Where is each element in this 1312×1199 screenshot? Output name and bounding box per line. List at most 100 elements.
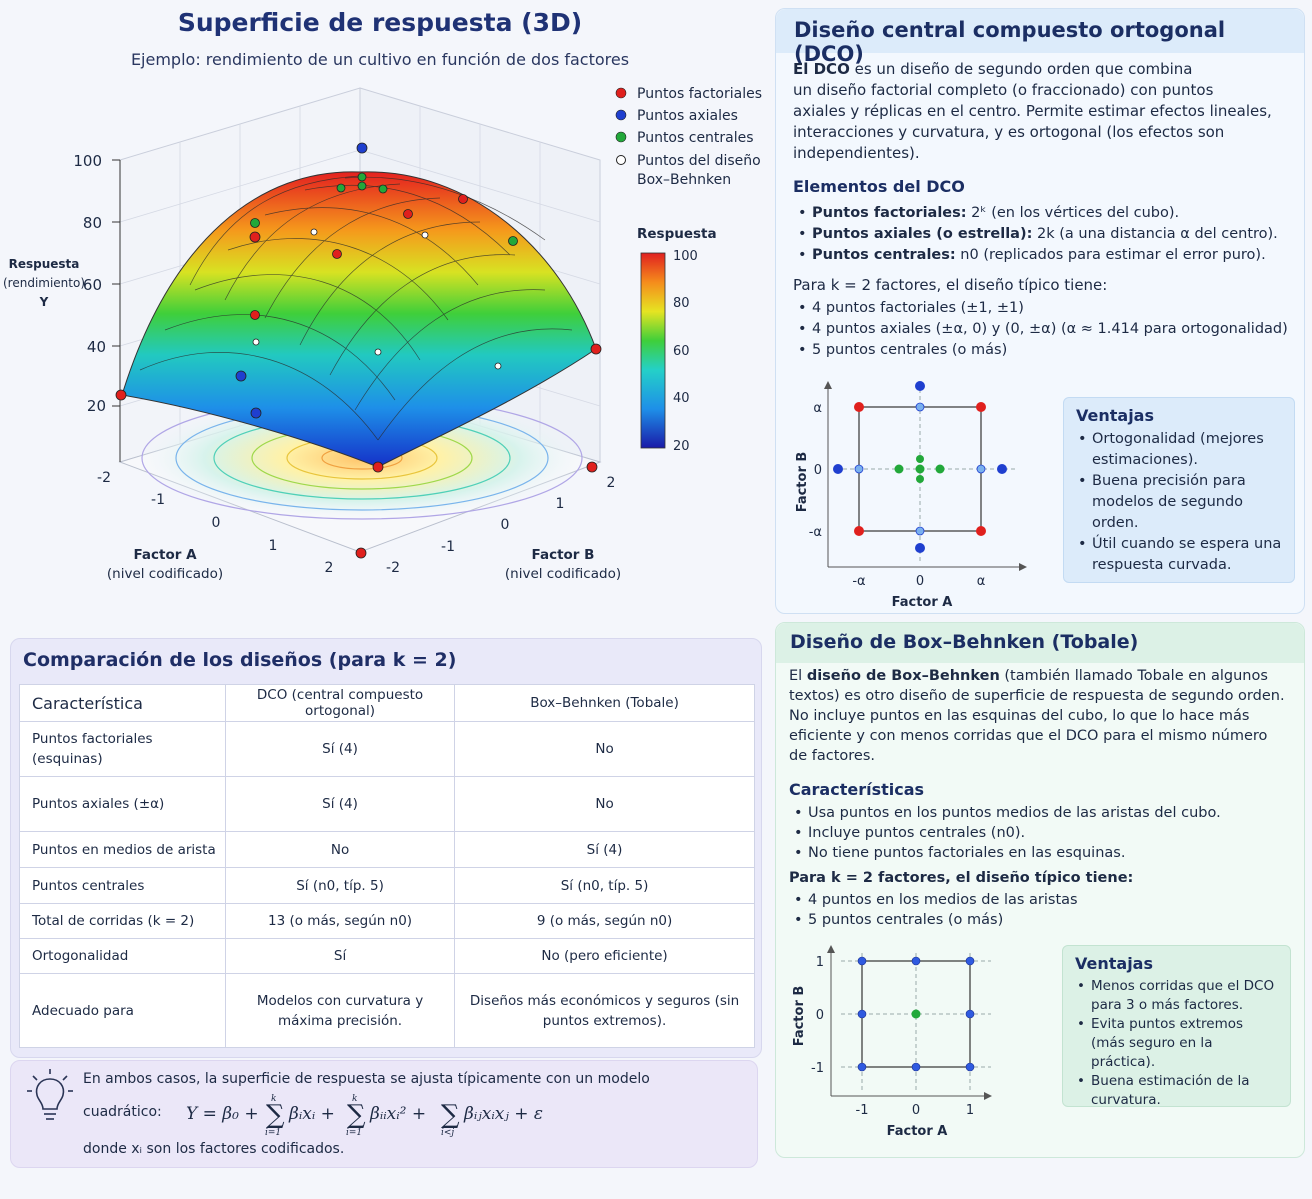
- legend-factorial: Puntos factoriales: [637, 86, 762, 102]
- svg-text:k: k: [271, 1094, 276, 1104]
- svg-text:βᵢᵢxᵢ² +: βᵢᵢxᵢ² +: [369, 1104, 426, 1124]
- table-row: Total de corridas (k = 2) 13 (o más, segú…: [19, 903, 755, 939]
- factor-b-label: Factor B: [532, 547, 595, 563]
- dco-advantages-list: Ortogonalidad (mejores estimaciones). Bu…: [1076, 429, 1282, 576]
- bb-y-tick-0: 0: [816, 1008, 824, 1023]
- svg-text:βᵢⱼxᵢxⱼ + ε: βᵢⱼxᵢxⱼ + ε: [463, 1104, 543, 1124]
- b-tick-2: 1: [556, 496, 565, 512]
- note-line-3: donde xᵢ son los factores codificados.: [83, 1141, 345, 1157]
- axial-point: [356, 142, 368, 154]
- central-point: [357, 172, 367, 182]
- note-line-1: En ambos casos, la superficie de respues…: [83, 1071, 650, 1087]
- dco-advantages-box: Ventajas Ortogonalidad (mejores estimaci…: [1063, 397, 1295, 583]
- quadratic-model-formula: Y = β₀ + ∑ k i=1 βᵢxᵢ + ∑ k i=1 βᵢᵢxᵢ² +…: [186, 1094, 543, 1138]
- a-tick-3: 0: [212, 515, 221, 531]
- response-surface-plot: 100 80 60 40 20 Respuesta (rendimiento) …: [3, 86, 762, 582]
- bb-y-tick-1: 1: [816, 955, 824, 970]
- bb-x-tick-1: 1: [966, 1103, 974, 1118]
- factorial-point: [403, 209, 413, 219]
- svg-text:i<j: i<j: [441, 1128, 454, 1138]
- a-tick-4: 1: [269, 538, 278, 554]
- table-header-row: Característica DCO (central compuesto or…: [19, 684, 755, 722]
- bb-char-list: Usa puntos en los puntos medios de las a…: [792, 803, 1297, 863]
- b-tick-4: -1: [441, 539, 455, 555]
- bb-y-tick-neg1: -1: [811, 1061, 824, 1076]
- z-tick-20: 20: [87, 397, 106, 415]
- b-tick-3: 0: [501, 517, 510, 533]
- comparison-table: Característica DCO (central compuesto or…: [19, 684, 755, 1048]
- colorbar-tick-80: 80: [673, 296, 690, 311]
- bb-y-label: Factor B: [792, 986, 807, 1047]
- colorbar-title: Respuesta: [637, 226, 717, 242]
- page-title: Superficie de respuesta (3D): [177, 8, 583, 37]
- central-point: [378, 184, 388, 194]
- bb-advantages-list: Menos corridas que el DCO para 3 o más f…: [1075, 977, 1278, 1110]
- table-row: Adecuado para Modelos con curvatura y máx…: [19, 973, 755, 1048]
- dco-y-tick-neg-alpha: -α: [809, 525, 822, 540]
- factorial-point: [590, 343, 602, 355]
- page-subtitle: Ejemplo: rendimiento de un cultivo en fu…: [130, 50, 630, 69]
- colorbar-tick-20: 20: [673, 439, 690, 454]
- z-tick-40: 40: [87, 338, 106, 356]
- bb-point: [494, 362, 502, 370]
- table-row: Puntos centrales Sí (n0, típ. 5) Sí (n0, t…: [19, 867, 755, 904]
- dco-elements-list: Puntos factoriales: 2ᵏ (en los vértices …: [796, 203, 1301, 266]
- bb-x-tick-neg1: -1: [856, 1103, 869, 1118]
- table-header: DCO (central compuesto ortogonal): [224, 684, 456, 722]
- svg-text:∑: ∑: [441, 1100, 460, 1130]
- factorial-point: [249, 231, 261, 243]
- svg-text:i=1: i=1: [265, 1128, 281, 1138]
- bb-title: Diseño de Box–Behnken (Tobale): [776, 623, 1304, 663]
- svg-text:k: k: [352, 1094, 357, 1104]
- dco-x-tick-neg-alpha: -α: [852, 574, 865, 589]
- factorial-point: [372, 461, 384, 473]
- z-axis-label-2: (rendimiento): [3, 276, 85, 290]
- design-points: [115, 142, 602, 559]
- svg-text:∑: ∑: [266, 1100, 285, 1130]
- a-tick-1: -2: [97, 470, 111, 486]
- z-tick-100: 100: [73, 152, 102, 170]
- dco-title: Diseño central compuesto ortogonal (DCO): [776, 9, 1304, 66]
- b-tick-1: 2: [607, 475, 616, 491]
- bb-k2-intro: Para k = 2 factores, el diseño típico ti…: [789, 870, 1134, 886]
- bb-panel: Diseño de Box–Behnken (Tobale) El diseño…: [775, 622, 1305, 1158]
- bb-intro: El diseño de Box–Behnken (también llamad…: [789, 668, 1285, 764]
- dco-y-tick-0: 0: [814, 463, 822, 478]
- central-point: [250, 218, 260, 228]
- table-row: Puntos factoriales (esquinas) Sí (4) No: [19, 721, 755, 777]
- factor-a-label: Factor A: [133, 547, 197, 563]
- z-axis-label-1: Respuesta: [9, 257, 80, 271]
- dco-y-tick-alpha: α: [813, 401, 822, 416]
- svg-text:βᵢxᵢ +: βᵢxᵢ +: [288, 1104, 335, 1124]
- dco-intro: El DCO es un diseño de segundo orden que…: [793, 60, 1272, 162]
- z-tick-60: 60: [83, 276, 102, 294]
- colorbar-tick-60: 60: [673, 344, 690, 359]
- svg-text:i=1: i=1: [346, 1128, 362, 1138]
- lightbulb-icon: [27, 1069, 73, 1120]
- bb-advantages-box: Ventajas Menos corridas que el DCO para …: [1062, 945, 1291, 1110]
- dco-x-tick-alpha: α: [977, 574, 986, 589]
- central-point: [508, 236, 518, 246]
- bb-point: [252, 338, 260, 346]
- factorial-point: [332, 249, 342, 259]
- axial-point: [235, 370, 247, 382]
- svg-text:∑: ∑: [347, 1100, 366, 1130]
- factor-b-sublabel: (nivel codificado): [505, 566, 621, 582]
- central-point: [357, 181, 367, 191]
- axial-point: [250, 407, 262, 419]
- b-tick-5: -2: [386, 560, 400, 576]
- factorial-point: [115, 389, 127, 401]
- surface-body: [121, 171, 597, 468]
- factor-a-sublabel: (nivel codificado): [107, 566, 223, 582]
- dco-x-label: Factor A: [892, 595, 953, 607]
- bb-x-tick-0: 0: [912, 1103, 920, 1118]
- central-point: [336, 183, 346, 193]
- bb-x-label: Factor A: [887, 1124, 948, 1139]
- table-row: Puntos en medios de arista No Sí (4): [19, 831, 755, 868]
- factorial-point: [250, 310, 260, 320]
- z-axis-label-3: Y: [39, 295, 49, 309]
- a-tick-2: -1: [151, 492, 165, 508]
- legend-bb: Puntos del diseño: [637, 153, 761, 169]
- bb-point: [421, 231, 429, 239]
- table-header: Característica: [19, 684, 226, 722]
